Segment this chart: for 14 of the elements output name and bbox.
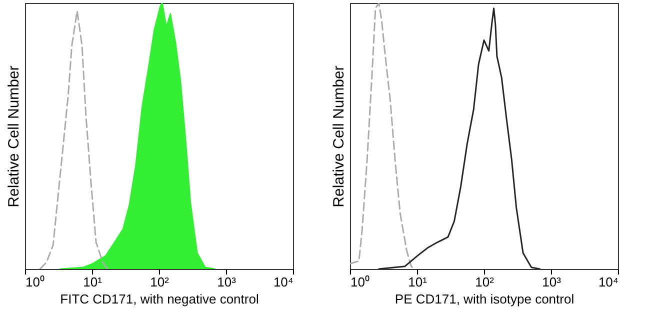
x-tick-label: 10⁰ [350,274,370,290]
x-axis-title: FITC CD171, with negative control [60,292,259,306]
x-tick-label: 10⁰ [26,274,45,290]
x-axis-title: PE CD171, with isotype control [394,292,574,306]
x-tick-label: 10³ [217,274,237,290]
x-tick-label: 10² [150,274,170,290]
x-tick-label: 10¹ [408,274,428,290]
x-tick-label: 10³ [542,274,562,290]
x-tick-label: 10² [475,274,495,290]
y-axis-title: Relative Cell Number [6,66,22,208]
x-tick-label: 10⁴ [273,274,294,290]
x-tick-label: 10¹ [83,274,103,290]
x-tick-label: 10⁴ [598,274,618,290]
y-axis-title: Relative Cell Number [330,66,348,208]
